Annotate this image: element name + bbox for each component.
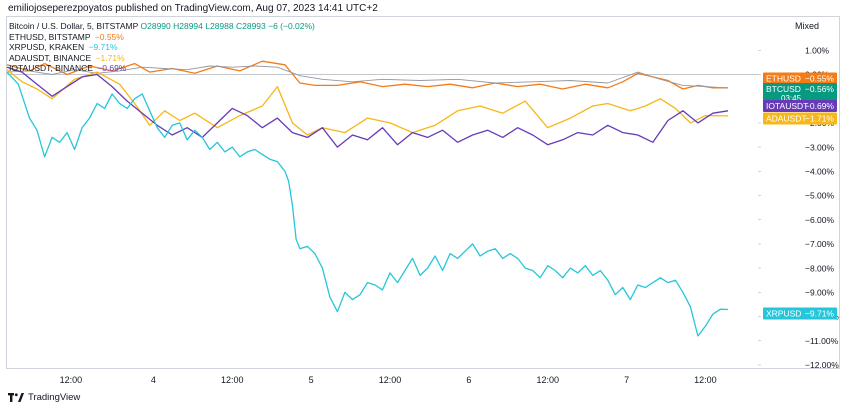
price-tag-value: −1.71% xyxy=(805,114,835,124)
x-tick-label: 12:00 xyxy=(694,375,717,385)
legend-compare-change: −0.69% xyxy=(97,63,127,74)
series-line-iotausdt xyxy=(6,66,729,148)
legend-compare-symbol: XRPUSD, KRAKEN xyxy=(9,42,85,53)
price-tag-value: −0.55% xyxy=(805,74,835,84)
y-tick-label: −7.00% xyxy=(805,239,835,249)
series-line-ethusd xyxy=(6,60,728,90)
price-tag-label: ADAUSDT xyxy=(766,114,807,124)
y-tick-label: −9.00% xyxy=(805,288,835,298)
chart-frame xyxy=(6,16,840,369)
footer: TradingView xyxy=(8,392,80,403)
x-tick-label: 12:00 xyxy=(221,375,244,385)
y-tick-label: −3.00% xyxy=(805,142,835,152)
tradingview-logo-icon xyxy=(8,393,24,402)
price-tag xyxy=(763,72,837,85)
price-tag-countdown: 03:45 xyxy=(781,94,802,103)
legend-compare-eth[interactable]: ETHUSD, BITSTAMP −0.55% xyxy=(9,32,315,43)
x-tick-label: 7 xyxy=(624,375,629,385)
legend-compare-ada[interactable]: ADAUSDT, BINANCE −1.71% xyxy=(9,53,315,64)
series-line-btcusd xyxy=(6,65,729,89)
footer-brand: TradingView xyxy=(28,392,81,403)
legend-compare-symbol: IOTAUSDT, BINANCE xyxy=(9,63,93,74)
publisher-line: emiliojoseperezpoyatos published on Trad… xyxy=(8,3,378,14)
legend-compare-xrp[interactable]: XRPUSD, KRAKEN −9.71% xyxy=(9,42,315,53)
legend-compare-change: −1.71% xyxy=(95,52,125,63)
x-tick-label: 12:00 xyxy=(379,375,402,385)
price-tag-value: −0.56% xyxy=(805,84,835,94)
legend-main-symbol: Bitcoin / U.S. Dollar, 5, BITSTAMP xyxy=(9,21,139,31)
y-tick-label: −4.00% xyxy=(805,167,835,177)
legend-main[interactable]: Bitcoin / U.S. Dollar, 5, BITSTAMP O2899… xyxy=(9,21,315,32)
y-tick-label: −8.00% xyxy=(805,263,835,273)
x-tick-label: 6 xyxy=(466,375,471,385)
series-line-adausdt xyxy=(6,69,729,136)
legend-compare-symbol: ETHUSD, BITSTAMP xyxy=(9,31,91,42)
legend-compare-change: −0.55% xyxy=(94,31,124,42)
y-tick-label: −11.00% xyxy=(805,336,839,346)
legend-compare-change: −9.71% xyxy=(88,42,118,53)
legend-compare-symbol: ADAUSDT, BINANCE xyxy=(9,52,92,63)
x-axis: 12:00 4 12:00 5 12:00 6 12:00 7 12:00 xyxy=(60,375,717,385)
series-line-xrpusd xyxy=(6,71,729,337)
series-layer xyxy=(6,60,729,337)
price-tag-label: XRPUSD xyxy=(766,309,801,319)
price-tag xyxy=(763,100,837,112)
y-tick-label: −12.00% xyxy=(805,360,839,370)
x-tick-label: 12:00 xyxy=(536,375,559,385)
price-tag-value: −0.69% xyxy=(805,101,835,111)
price-tag-value: −9.71% xyxy=(805,309,835,319)
price-tag xyxy=(763,83,837,104)
price-tag-label: IOTAUSDT xyxy=(766,101,808,111)
price-tag xyxy=(763,112,837,125)
y-tick-label: −6.00% xyxy=(805,215,835,225)
price-tag-label: BTCUSD xyxy=(766,84,801,94)
price-tag-label: ETHUSD xyxy=(766,74,801,84)
y-tick-label: 1.00% xyxy=(805,46,830,56)
legend-main-ohlc: O28990 H28994 L28988 C28993 −6 (−0.02%) xyxy=(140,21,315,31)
scale-mode-label[interactable]: Mixed xyxy=(795,21,820,31)
x-tick-label: 5 xyxy=(309,375,314,385)
price-tags: ETHUSD −0.55% BTCUSD −0.56%03:45IOTAUSDT−0.… xyxy=(763,72,837,320)
legend: Bitcoin / U.S. Dollar, 5, BITSTAMP O2899… xyxy=(9,21,315,74)
y-tick-label: −5.00% xyxy=(805,191,835,201)
legend-compare-iota[interactable]: IOTAUSDT, BINANCE −0.69% xyxy=(9,63,315,74)
price-tag xyxy=(763,307,837,320)
x-tick-label: 4 xyxy=(151,375,156,385)
x-tick-label: 12:00 xyxy=(60,375,83,385)
